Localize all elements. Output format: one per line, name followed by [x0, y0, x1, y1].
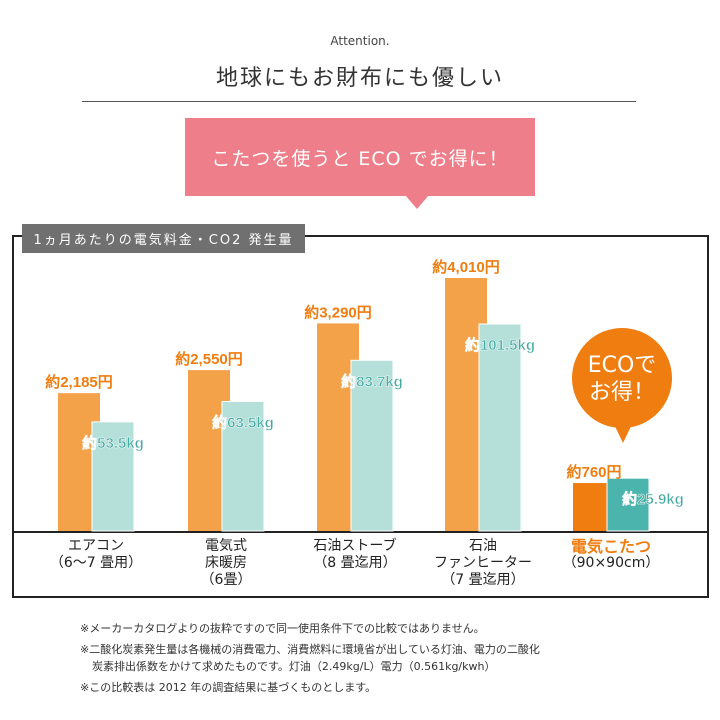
callout-bubble — [572, 328, 672, 428]
category-label-line: （6畳） — [200, 572, 252, 588]
chart-frame — [12, 235, 709, 598]
footnote: ※この比較表は 2012 年の調査結果に基づくものとします。 — [80, 681, 377, 694]
category-label-line: （8 畳迄用） — [313, 555, 397, 571]
banner-tail — [405, 195, 429, 209]
category-label-line: （7 畳迄用） — [441, 572, 525, 588]
category-label-line: （90×90cm） — [562, 555, 660, 571]
co2-label: 約53.5kg — [82, 434, 144, 452]
co2-bar — [606, 477, 650, 532]
category-label-line: ファンヒーター — [434, 555, 532, 571]
footnotes: ※メーカーカタログよりの抜粋ですので同一使用条件下での比較ではありません。 ※二… — [80, 620, 540, 700]
footnote: ※メーカーカタログよりの抜粋ですので同一使用条件下での比較ではありません。 — [80, 622, 485, 635]
category-label-line: エアコン — [68, 538, 124, 554]
callout-text: ECOで — [588, 353, 657, 378]
co2-label: 約63.5kg — [212, 413, 274, 431]
chart-title: 1ヵ月あたりの電気料金・CO2 発生量 — [22, 224, 305, 253]
category-label: 石油 ファンヒーター （7 畳迄用） — [419, 538, 547, 589]
category-label: エアコン （6〜7 畳用） — [32, 538, 160, 572]
footnote: ※二酸化炭素発生量は各機械の消費電力、消費燃料に環境省が出している灯油、電力の二… — [80, 641, 540, 675]
co2-label: 約83.7kg — [341, 372, 403, 390]
divider — [82, 101, 636, 102]
banner: こたつを使うと ECO でお得に！ — [185, 118, 535, 196]
eyebrow-text: Attention. — [330, 34, 390, 48]
co2-label: 約25.9kg — [622, 490, 684, 508]
footnote-line: ※二酸化炭素発生量は各機械の消費電力、消費燃料に環境省が出している灯油、電力の二… — [80, 643, 540, 656]
category-label: 電気式 床暖房 （6畳） — [162, 538, 290, 589]
category-label: 石油ストーブ （8 畳迄用） — [291, 538, 419, 572]
cost-label: 約4,010円 — [432, 258, 500, 276]
co2-bar — [221, 400, 265, 532]
category-label-line: 床暖房 — [205, 555, 247, 571]
co2-label: 約101.5kg — [465, 336, 535, 354]
callout-text: お得！ — [589, 380, 655, 405]
cost-label: 約2,185円 — [45, 373, 113, 391]
cost-label: 約3,290円 — [304, 303, 372, 321]
category-label-line: 石油ストーブ — [313, 538, 397, 554]
category-label-row — [12, 531, 709, 598]
cost-label: 約760円 — [566, 463, 621, 481]
cost-label: 約2,550円 — [175, 350, 243, 368]
category-label-line: 電気こたつ — [570, 537, 651, 556]
co2-bar — [91, 421, 135, 532]
co2-bar — [350, 359, 394, 532]
category-label-line: 石油 — [469, 538, 497, 554]
footnote-line: 炭素排出係数をかけて求めたものです。灯油（2.49kg/L）電力（0.561kg… — [92, 660, 496, 673]
category-label: 電気こたつ （90×90cm） — [547, 538, 675, 572]
category-label-line: （6〜7 畳用） — [49, 555, 143, 571]
headline: 地球にもお財布にも優しい — [215, 66, 504, 91]
category-label-line: 電気式 — [205, 538, 247, 554]
co2-bar — [478, 323, 522, 532]
